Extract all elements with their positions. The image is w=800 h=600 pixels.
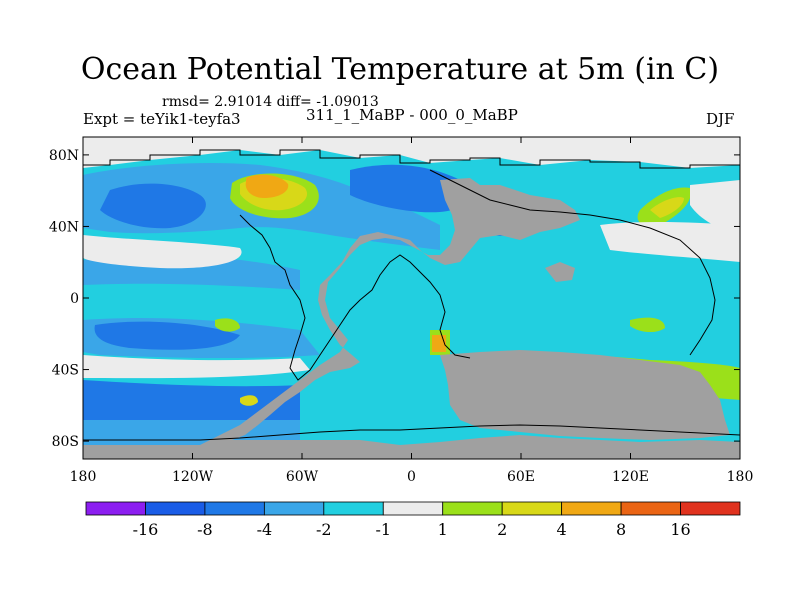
stats-label: rmsd= 2.91014 diff= -1.09013: [162, 94, 379, 110]
coastline-north: [83, 149, 740, 169]
colorbar-swatch: [442, 501, 503, 516]
colorbar-label: -4: [257, 520, 273, 539]
colorbar-swatch: [382, 501, 444, 516]
y-tick-label: 80S: [52, 434, 79, 450]
colorbar-label: 1: [438, 520, 448, 539]
x-tick-label: 120W: [172, 469, 214, 485]
tropical-no-change: [83, 235, 242, 269]
period-label: 311_1_MaBP - 000_0_MaBP: [306, 106, 518, 124]
northwest-pacific-warm-2: [650, 197, 684, 218]
x-tick-label: 180: [70, 469, 97, 485]
south-warm-patch: [240, 395, 258, 406]
y-tick-label: 40S: [52, 363, 79, 379]
x-tick-label: 120E: [612, 469, 649, 485]
x-tick-label: 60E: [507, 469, 535, 485]
x-tick-label: 0: [407, 469, 416, 485]
colorbar-swatch: [204, 501, 265, 516]
colorbar-swatch: [323, 501, 384, 516]
coastline-americas: [239, 214, 471, 381]
colorbar-swatch: [620, 501, 681, 516]
colorbar-swatch: [561, 501, 622, 516]
y-tick-label: 0: [70, 291, 79, 307]
southern-ocean-deep-cool: [83, 380, 300, 424]
east-warm-patch: [630, 317, 665, 333]
coastline-outline: [83, 149, 740, 441]
colorbar-swatch: [145, 501, 206, 516]
map-title: Ocean Potential Temperature at 5m (in C): [80, 52, 720, 87]
colorbar-swatch: [680, 501, 741, 516]
colorbar: -16 -8 -4 -2 -1 1 2 4 8 16: [85, 501, 741, 539]
colorbar-label: 16: [670, 520, 690, 539]
north-pacific-warm-4: [245, 174, 289, 198]
south-pacific-deep-cool: [94, 321, 240, 350]
north-atlantic-deep-cool: [350, 164, 471, 213]
experiment-label: Expt = teYik1-teyfa3: [83, 110, 241, 128]
east-no-change-region: [690, 180, 740, 235]
x-tick-label: 180: [727, 469, 754, 485]
colorbar-label: -8: [197, 520, 213, 539]
colorbar-swatch: [501, 501, 563, 516]
southwest-pacific-warm: [215, 318, 240, 332]
x-axis: 180 120W 60W 0 60E 120E 180: [70, 137, 754, 485]
map-field: [83, 137, 740, 459]
colorbar-label: -2: [316, 520, 332, 539]
y-tick-label: 80N: [49, 148, 79, 164]
x-tick-label: 60W: [286, 469, 319, 485]
coastline-antarctica: [83, 424, 740, 441]
coastline-eurasia: [429, 169, 716, 356]
colorbar-label: -1: [375, 520, 391, 539]
y-axis: 80N 40N 0 40S 80S: [49, 148, 740, 450]
colorbar-label: 4: [557, 520, 567, 539]
land-mass-east-patch: [545, 262, 575, 282]
colorbar-label: 8: [616, 520, 626, 539]
y-tick-label: 40N: [49, 219, 79, 235]
north-pacific-deep-cool: [100, 183, 206, 229]
colorbar-label: 2: [497, 520, 507, 539]
east-tropical-no-change: [600, 221, 740, 262]
colorbar-swatch: [85, 501, 146, 516]
colorbar-swatch: [263, 501, 325, 516]
south-atlantic-warm-2: [432, 335, 446, 352]
season-label: DJF: [706, 110, 735, 128]
colorbar-label: -16: [133, 520, 159, 539]
land-mass-south-africa: [440, 350, 730, 440]
south-pacific-no-change: [83, 355, 310, 379]
